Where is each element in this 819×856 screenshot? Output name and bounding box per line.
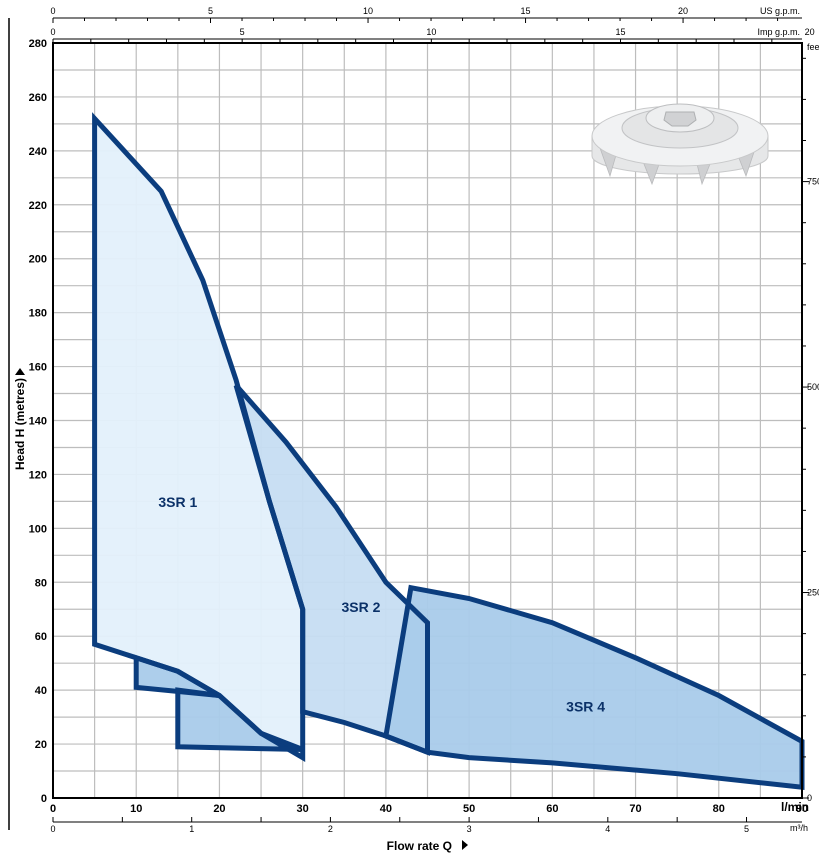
series-area-2	[385, 587, 802, 788]
us-tick-label: 5	[208, 6, 213, 16]
y-tick-label: 140	[29, 416, 47, 428]
x-tick-label: 20	[213, 803, 225, 815]
x-tick-label: 60	[546, 803, 558, 815]
y-axis-title: Head H (metres)	[13, 378, 27, 470]
x-tick-labels: 0 10 20 30 40 50 60 70 80 90	[50, 803, 808, 815]
series-outline-4	[175, 687, 304, 752]
us-tick-label: 20	[678, 6, 688, 16]
x-tick-label: 40	[380, 803, 392, 815]
x-axis-arrow-icon	[462, 840, 468, 850]
us-tick-label: 10	[363, 6, 373, 16]
series-area-0	[94, 118, 303, 758]
series-labels: 3SR 1 3SR 2 3SR 4	[158, 494, 605, 715]
x-tick-label: 80	[713, 803, 725, 815]
x-tick-label: 10	[130, 803, 142, 815]
m3h-tick-label: 4	[605, 824, 610, 834]
y-tick-label: 80	[35, 577, 47, 589]
x-tick-label: 70	[629, 803, 641, 815]
impeller-image	[591, 103, 769, 186]
imp-gpm-unit: Imp g.p.m.	[757, 27, 800, 37]
y-tick-label: 180	[29, 308, 47, 320]
y-tick-label: 60	[35, 631, 47, 643]
feet-ticks: 0 250 500 750	[802, 57, 819, 803]
series-areas	[94, 118, 802, 788]
y-tick-label: 240	[29, 146, 47, 158]
y-tick-label: 280	[29, 38, 47, 50]
imp-tick-label: 10	[426, 27, 436, 37]
imp-tick-label: 5	[240, 27, 245, 37]
y-axis-arrow-icon	[15, 368, 25, 375]
feet-tick-label: 750	[807, 177, 819, 187]
y-tick-label: 200	[29, 254, 47, 266]
m3h-unit: m³/h	[790, 823, 808, 833]
feet-unit: feet	[807, 42, 819, 52]
y-tick-label: 40	[35, 685, 47, 697]
us-tick-label: 15	[521, 6, 531, 16]
imp-tick-label: 20	[805, 27, 815, 37]
series-area-4	[177, 690, 303, 750]
y-tick-label: 260	[29, 92, 47, 104]
feet-tick-label: 0	[807, 793, 812, 803]
y-tick-label: 0	[41, 793, 47, 805]
us-tick-label: 0	[50, 6, 55, 16]
y-tick-label: 20	[35, 739, 47, 751]
y-tick-labels: 0 20 40 60 80 100 120 140 160 180 200 220 240 260 280	[29, 38, 47, 805]
x-tick-label: 90	[796, 803, 808, 815]
series-label: 3SR 4	[566, 699, 605, 715]
imp-tick-label: 0	[50, 27, 55, 37]
series-label: 3SR 1	[158, 494, 197, 510]
m3h-tick-label: 2	[328, 824, 333, 834]
x-tick-label: 30	[297, 803, 309, 815]
y-tick-label: 220	[29, 200, 47, 212]
m3h-tick-label: 1	[189, 824, 194, 834]
series-area-1	[236, 385, 428, 753]
us-gpm-ticks: 0 5 10 15 20	[50, 6, 779, 23]
series-label: 3SR 2	[341, 599, 380, 615]
y-tick-label: 160	[29, 362, 47, 374]
feet-tick-label: 250	[807, 588, 819, 598]
x-tick-label: 50	[463, 803, 475, 815]
imp-tick-label: 15	[615, 27, 625, 37]
x-tick-label: 0	[50, 803, 56, 815]
us-gpm-unit: US g.p.m.	[760, 6, 800, 16]
feet-tick-label: 500	[807, 382, 819, 392]
m3h-tick-label: 0	[50, 824, 55, 834]
x-axis-title: Flow rate Q	[387, 839, 452, 853]
m3h-ticks: 0 1 2 3 4 5	[50, 817, 749, 834]
imp-gpm-ticks: 0 5 10 15 20	[50, 27, 815, 44]
m3h-tick-label: 3	[467, 824, 472, 834]
y-tick-label: 120	[29, 469, 47, 481]
m3h-tick-label: 5	[744, 824, 749, 834]
y-tick-label: 100	[29, 523, 47, 535]
x-unit-label: l/min	[781, 800, 809, 814]
